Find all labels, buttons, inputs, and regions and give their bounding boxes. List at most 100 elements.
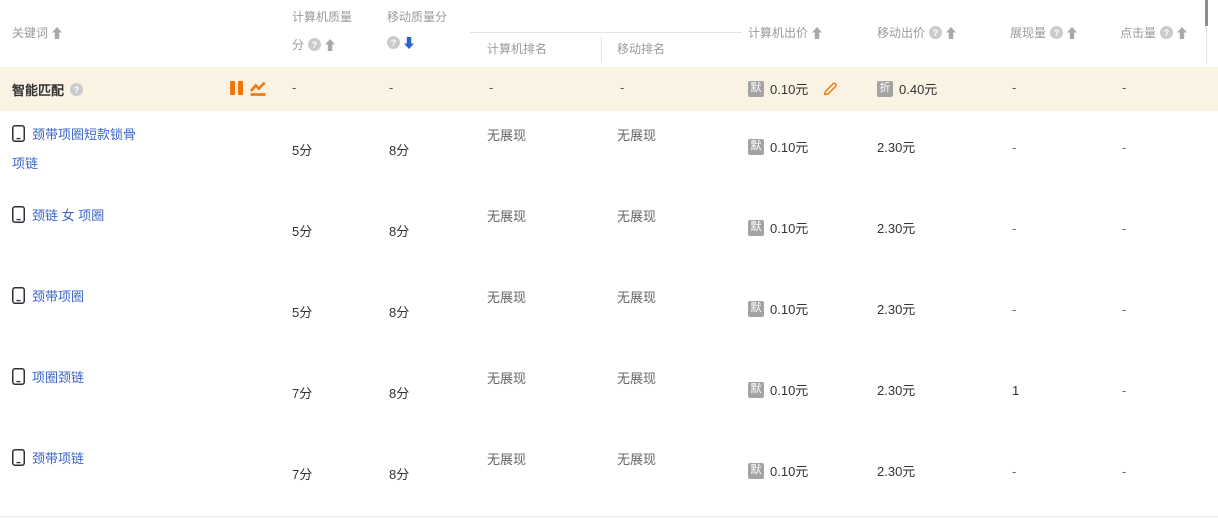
header-pc-bid-label: 计算机出价 [748, 26, 809, 40]
pc-rank-value: 无展现 [487, 452, 527, 467]
help-icon[interactable]: ? [308, 38, 322, 51]
mobile-bid-value: 2.30元 [877, 464, 916, 479]
default-bid-badge: 默 [748, 300, 764, 317]
mobile-phone-icon [12, 206, 25, 232]
pc-bid-value: 0.10元 [770, 221, 809, 236]
mobile-rank-value: 无展现 [617, 209, 657, 224]
header-pc-rank-label: 计算机排名 [487, 42, 548, 56]
smart-mobile-quality: - [389, 80, 394, 95]
mobile-rank-value: 无展现 [617, 128, 657, 143]
smart-match-actions [229, 80, 267, 96]
pc-bid-cell: 默 0.10元 [748, 461, 808, 480]
impressions-value: 1 [1012, 383, 1020, 398]
keyword-link[interactable]: 颈带项链 [32, 451, 85, 466]
mobile-quality-score: 8分 [389, 305, 410, 320]
mobile-phone-icon [12, 449, 25, 475]
header-pc-quality-line1[interactable]: 计算机质量 [292, 8, 352, 25]
sort-up-icon [52, 26, 63, 39]
header-impressions-sort[interactable]: 展现量 ? [1010, 24, 1078, 41]
keyword-link[interactable]: 颈链 女 项圈 [32, 208, 105, 223]
smart-pc-bid-cell: 默 0.10元 [748, 79, 838, 98]
mobile-rank-value: 无展现 [617, 452, 657, 467]
chart-icon[interactable] [249, 80, 267, 96]
keyword-cell: 颈带项圈 [12, 284, 144, 313]
smart-pc-bid-value: 0.10元 [770, 82, 809, 97]
pc-rank-value: 无展现 [487, 290, 527, 305]
pc-bid-cell: 默 0.10元 [748, 299, 808, 318]
mobile-quality-score: 8分 [389, 467, 410, 482]
pc-rank-value: 无展现 [487, 371, 527, 386]
pc-quality-score: 7分 [292, 467, 313, 482]
header-pc-quality-line2[interactable]: 分 ? [292, 36, 336, 53]
pc-rank-value: 无展现 [487, 209, 527, 224]
header-pc-quality-label2: 分 [292, 38, 305, 52]
smart-mobile-bid-value: 0.40元 [899, 82, 938, 97]
clicks-value: - [1122, 464, 1127, 479]
table-row: 颈带项圈短款锁骨项链 5分 8分 无展现 无展现 默 0.10元 2.30元 -… [0, 111, 1218, 193]
header-mobile-rank-label: 移动排名 [617, 42, 666, 56]
pc-bid-value: 0.10元 [770, 140, 809, 155]
help-icon[interactable]: ? [1050, 26, 1064, 39]
header-pc-bid-sort[interactable]: 计算机出价 [748, 24, 823, 41]
sort-up-icon [1177, 26, 1188, 39]
default-bid-badge: 默 [748, 219, 764, 236]
mobile-quality-score: 8分 [389, 224, 410, 239]
keyword-cell: 颈带项圈短款锁骨项链 [12, 122, 144, 177]
clicks-value: - [1122, 302, 1127, 317]
mobile-phone-icon [12, 287, 25, 313]
header-clicks-sort[interactable]: 点击量 ? [1120, 24, 1188, 41]
clicks-value: - [1122, 221, 1127, 236]
pc-rank-value: 无展现 [487, 128, 527, 143]
header-keyword-label: 关键词 [12, 26, 49, 40]
mobile-rank-value: 无展现 [617, 290, 657, 305]
pc-quality-score: 7分 [292, 386, 313, 401]
header-impressions-label: 展现量 [1010, 26, 1047, 40]
header-mobile-quality-sort[interactable]: ? [387, 36, 414, 49]
pc-bid-cell: 默 0.10元 [748, 137, 808, 156]
rank-column-divider [601, 37, 602, 62]
impressions-value: - [1012, 221, 1017, 236]
sort-up-icon [325, 38, 336, 51]
keyword-link[interactable]: 颈带项圈短款锁骨项链 [12, 127, 137, 171]
header-mobile-rank: 移动排名 [617, 40, 665, 57]
pc-quality-score: 5分 [292, 224, 313, 239]
pc-bid-value: 0.10元 [770, 464, 809, 479]
header-mobile-bid-label: 移动出价 [877, 26, 926, 40]
help-icon[interactable]: ? [70, 83, 84, 96]
smart-match-row: 智能匹配 ? - - - - 默 0.10元 折 0.40元 - - [0, 67, 1218, 111]
pc-bid-cell: 默 0.10元 [748, 380, 808, 399]
header-pc-rank: 计算机排名 [487, 40, 547, 57]
default-bid-badge: 默 [748, 462, 764, 479]
header-pc-quality-label: 计算机质量 [292, 10, 353, 24]
edit-pencil-icon[interactable] [822, 81, 838, 97]
smart-mobile-rank: - [620, 80, 625, 95]
help-icon[interactable]: ? [929, 26, 943, 39]
help-icon[interactable]: ? [1160, 26, 1174, 39]
rank-group-divider [470, 32, 742, 33]
clicks-value: - [1122, 383, 1127, 398]
help-icon[interactable]: ? [387, 36, 400, 49]
keyword-link[interactable]: 项圈颈链 [32, 370, 85, 385]
pc-quality-score: 5分 [292, 143, 313, 158]
default-bid-badge: 默 [748, 80, 764, 97]
header-keyword-sort[interactable]: 关键词 [12, 24, 63, 41]
sort-down-active-icon [404, 36, 414, 49]
table-row: 颈链 女 项圈 5分 8分 无展现 无展现 默 0.10元 2.30元 - - [0, 192, 1218, 274]
sort-up-icon [946, 26, 957, 39]
keyword-cell: 项圈颈链 [12, 365, 144, 394]
header-mobile-bid-sort[interactable]: 移动出价 ? [877, 24, 957, 41]
impressions-value: - [1012, 464, 1017, 479]
smart-mobile-bid-cell: 折 0.40元 [877, 79, 937, 98]
keyword-cell: 颈链 女 项圈 [12, 203, 144, 232]
mobile-phone-icon [12, 368, 25, 394]
default-bid-badge: 默 [748, 381, 764, 398]
smart-match-label: 智能匹配 [12, 83, 65, 98]
header-mobile-quality[interactable]: 移动质量分 [387, 8, 447, 25]
smart-pc-rank: - [489, 80, 494, 95]
mobile-quality-score: 8分 [389, 143, 410, 158]
keyword-link[interactable]: 颈带项圈 [32, 289, 85, 304]
table-row: 颈带项链 7分 8分 无展现 无展现 默 0.10元 2.30元 - - [0, 435, 1218, 517]
pc-bid-value: 0.10元 [770, 383, 809, 398]
pause-icon[interactable] [229, 80, 244, 96]
mobile-bid-value: 2.30元 [877, 383, 916, 398]
